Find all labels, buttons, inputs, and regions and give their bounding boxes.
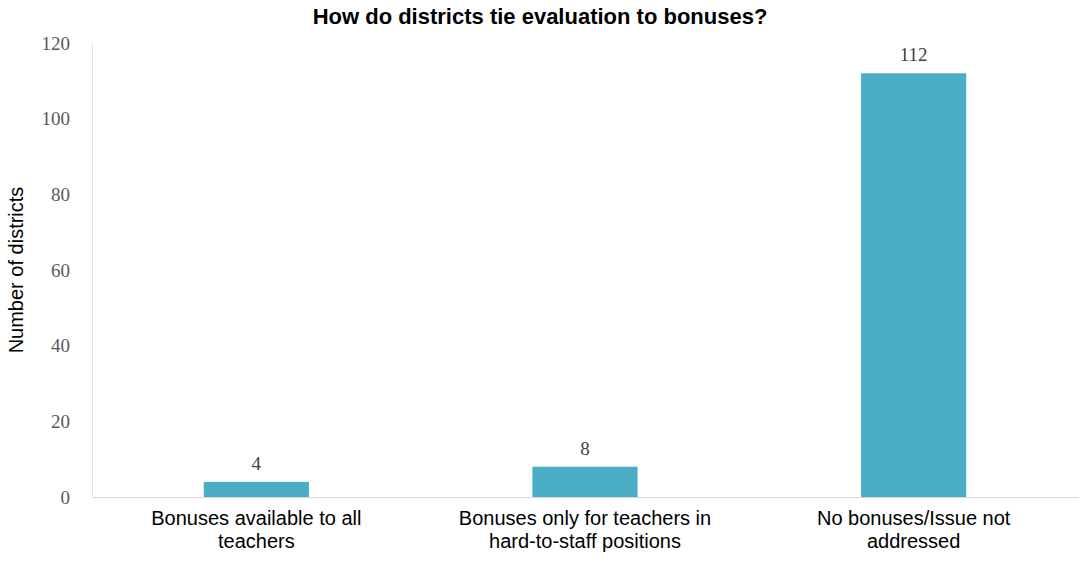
bars	[204, 73, 967, 497]
y-tick-label: 60	[51, 260, 70, 281]
y-tick: 80	[51, 184, 92, 205]
x-tick-label: Bonuses available to allteachers	[151, 507, 361, 552]
data-labels: 4 8 112	[252, 44, 928, 474]
x-axis: Bonuses available to allteachers Bonuses …	[93, 497, 1079, 552]
y-tick: 100	[42, 108, 93, 129]
y-tick: 20	[51, 411, 92, 432]
y-tick-label: 20	[51, 411, 70, 432]
y-tick-label: 100	[42, 108, 71, 129]
y-tick-label: 0	[61, 487, 71, 508]
y-tick: 40	[51, 335, 92, 356]
x-tick-label: Bonuses only for teachers inhard-to-staf…	[459, 507, 711, 552]
plot-area: 0 20 40 60 80 100 120 Bonuses available to allt…	[42, 33, 1079, 553]
y-tick-label: 80	[51, 184, 70, 205]
data-label: 4	[252, 453, 262, 474]
bar	[204, 482, 309, 497]
y-tick: 60	[51, 260, 92, 281]
x-tick: Bonuses available to allteachers	[151, 497, 361, 552]
bar	[861, 73, 966, 497]
y-tick-label: 40	[51, 335, 70, 356]
x-axis-line	[93, 497, 1079, 498]
data-label: 8	[580, 438, 590, 459]
y-tick: 120	[42, 33, 93, 54]
bar	[532, 467, 637, 497]
y-axis-title: Number of districts	[5, 187, 27, 354]
chart: 0 20 40 60 80 100 120 Bonuses available to allt…	[0, 0, 1080, 568]
data-label: 112	[900, 44, 928, 65]
y-tick: 0	[61, 487, 93, 508]
title: How do districts tie evaluation to bonus…	[313, 4, 768, 29]
x-tick: No bonuses/Issue notaddressed	[817, 497, 1011, 552]
y-axis-line	[92, 44, 93, 498]
x-tick: Bonuses only for teachers inhard-to-staf…	[459, 497, 711, 552]
y-axis: 0 20 40 60 80 100 120	[42, 33, 93, 508]
y-tick-label: 120	[42, 33, 71, 54]
x-tick-label: No bonuses/Issue notaddressed	[817, 507, 1011, 552]
